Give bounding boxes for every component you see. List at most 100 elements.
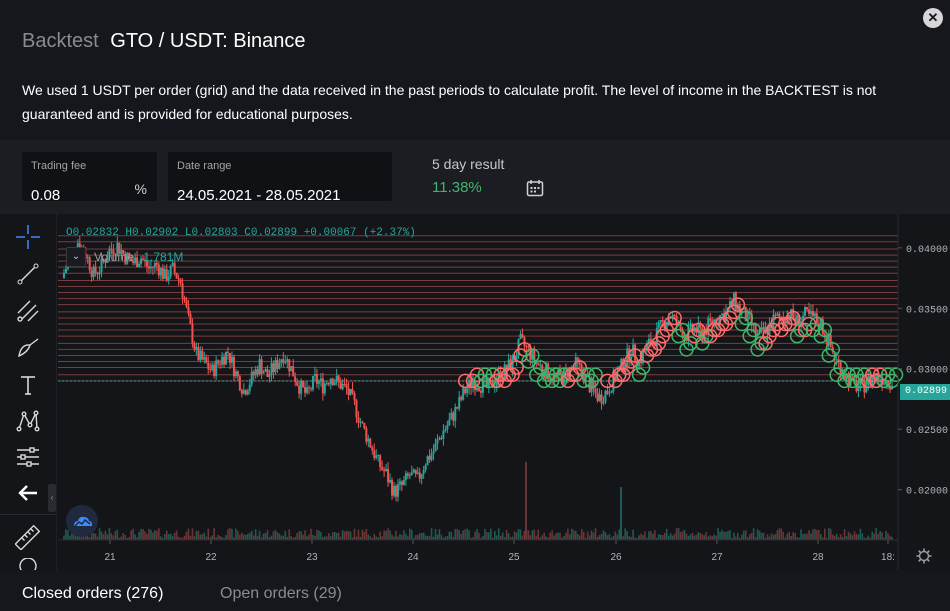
volume-bar (379, 531, 381, 540)
candle-body (219, 363, 222, 365)
candle-body (523, 337, 526, 347)
volume-bar (555, 533, 557, 540)
x-tick-label: 22 (205, 552, 217, 563)
magnet-icon[interactable] (13, 558, 43, 570)
candle-body (426, 456, 429, 466)
volume-bar (693, 535, 696, 540)
date-range-input[interactable]: 24.05.2021 - 28.05.2021 (177, 187, 341, 204)
volume-bar (191, 528, 194, 540)
candle-body (321, 378, 324, 394)
volume-bar (634, 537, 636, 540)
trend-line-icon[interactable] (13, 260, 43, 288)
candle-body (754, 323, 757, 336)
candle-body (630, 356, 633, 362)
candle-body (515, 355, 518, 361)
candle-body (379, 455, 382, 468)
volume-bar (173, 532, 176, 540)
candle-body (254, 369, 257, 376)
buy-order-marker (631, 367, 647, 383)
chart-canvas[interactable]: 0.04000 0.03500 0.03000 0.02500 0.02000 21 22 2… (0, 214, 950, 570)
text-icon[interactable] (13, 371, 43, 399)
volume-bar (290, 536, 293, 540)
volume-bar (227, 529, 229, 540)
candle-body (311, 375, 314, 390)
fib-icon[interactable] (13, 297, 43, 325)
x-tick-label: 25 (508, 552, 520, 563)
date-range-field[interactable]: Date range 24.05.2021 - 28.05.2021 (168, 152, 544, 204)
candle-body (221, 356, 224, 365)
trading-fee-field[interactable]: Trading fee 0.08 % (22, 152, 157, 204)
volume-bar (458, 530, 461, 540)
back-arrow-icon[interactable] (13, 479, 43, 507)
candle-body (337, 375, 340, 382)
candle-body (622, 358, 625, 372)
candle-body (86, 257, 89, 259)
candle-body (594, 388, 597, 393)
candle-body (270, 363, 273, 375)
tab-closed-orders[interactable]: Closed orders (276) (22, 585, 164, 602)
brush-icon[interactable] (13, 334, 43, 362)
volume-bar (359, 537, 362, 540)
candle-body (394, 485, 397, 497)
volume-bar (331, 532, 334, 540)
trading-fee-input[interactable]: 0.08 (31, 187, 61, 204)
volume-bar (102, 534, 105, 540)
candle-body (228, 352, 231, 363)
volume-bar (69, 535, 71, 540)
candle-body (665, 323, 668, 329)
volume-bar (701, 534, 704, 540)
volume-bar (175, 530, 178, 540)
toolbar-collapse-button[interactable]: ‹ (48, 484, 56, 512)
volume-bar (326, 536, 328, 540)
legend-collapse-button[interactable]: ⌄ (66, 247, 86, 267)
candle-body (592, 381, 595, 389)
ruler-icon[interactable] (13, 523, 43, 551)
candle-body (570, 366, 573, 368)
measure-icon[interactable] (13, 443, 43, 471)
candle-body (604, 390, 607, 403)
close-button[interactable]: ✕ (923, 8, 943, 28)
volume-bar (383, 530, 385, 540)
candle-body (118, 242, 121, 254)
volume-bar (239, 534, 241, 540)
candle-body (406, 473, 409, 476)
candle-body (430, 453, 433, 460)
candle-body (343, 383, 346, 385)
calendar-icon[interactable] (526, 179, 544, 202)
volume-bar (687, 535, 690, 540)
volume-bar (274, 530, 277, 540)
candle-body (298, 385, 301, 394)
candle-body (495, 380, 498, 387)
candle-body (725, 311, 727, 322)
candle-body (276, 360, 279, 369)
candle-body (790, 309, 793, 320)
candle-body (187, 306, 190, 314)
candle-body (418, 472, 421, 479)
candle-body (244, 390, 247, 395)
candle-body (420, 474, 423, 479)
tradingview-logo[interactable] (66, 505, 98, 537)
crosshair-icon[interactable] (13, 223, 43, 251)
x-tick-label: 24 (407, 552, 419, 563)
candle-body (634, 344, 637, 361)
volume-bar (252, 535, 255, 540)
volume-bar (582, 531, 585, 540)
x-tick-label: 27 (711, 552, 723, 563)
candle-body (825, 337, 828, 345)
volume-bar (339, 536, 342, 540)
volume-bar (820, 533, 822, 540)
candle-body (778, 313, 781, 317)
candle-body (507, 359, 510, 371)
candle-body (537, 362, 540, 365)
price-chart[interactable]: 0.04000 0.03500 0.03000 0.02500 0.02000 21 22 2… (0, 214, 950, 570)
candle-body (804, 307, 807, 316)
volume-bar (132, 528, 134, 540)
volume-bar (223, 537, 225, 540)
tab-open-orders[interactable]: Open orders (29) (220, 585, 342, 602)
current-price-badge: 0.02899 (900, 384, 950, 400)
settings-gear-icon[interactable] (916, 548, 932, 569)
candle-body (371, 447, 374, 451)
pattern-icon[interactable] (13, 407, 43, 435)
volume-bar (205, 536, 208, 540)
volume-bar (302, 534, 304, 540)
